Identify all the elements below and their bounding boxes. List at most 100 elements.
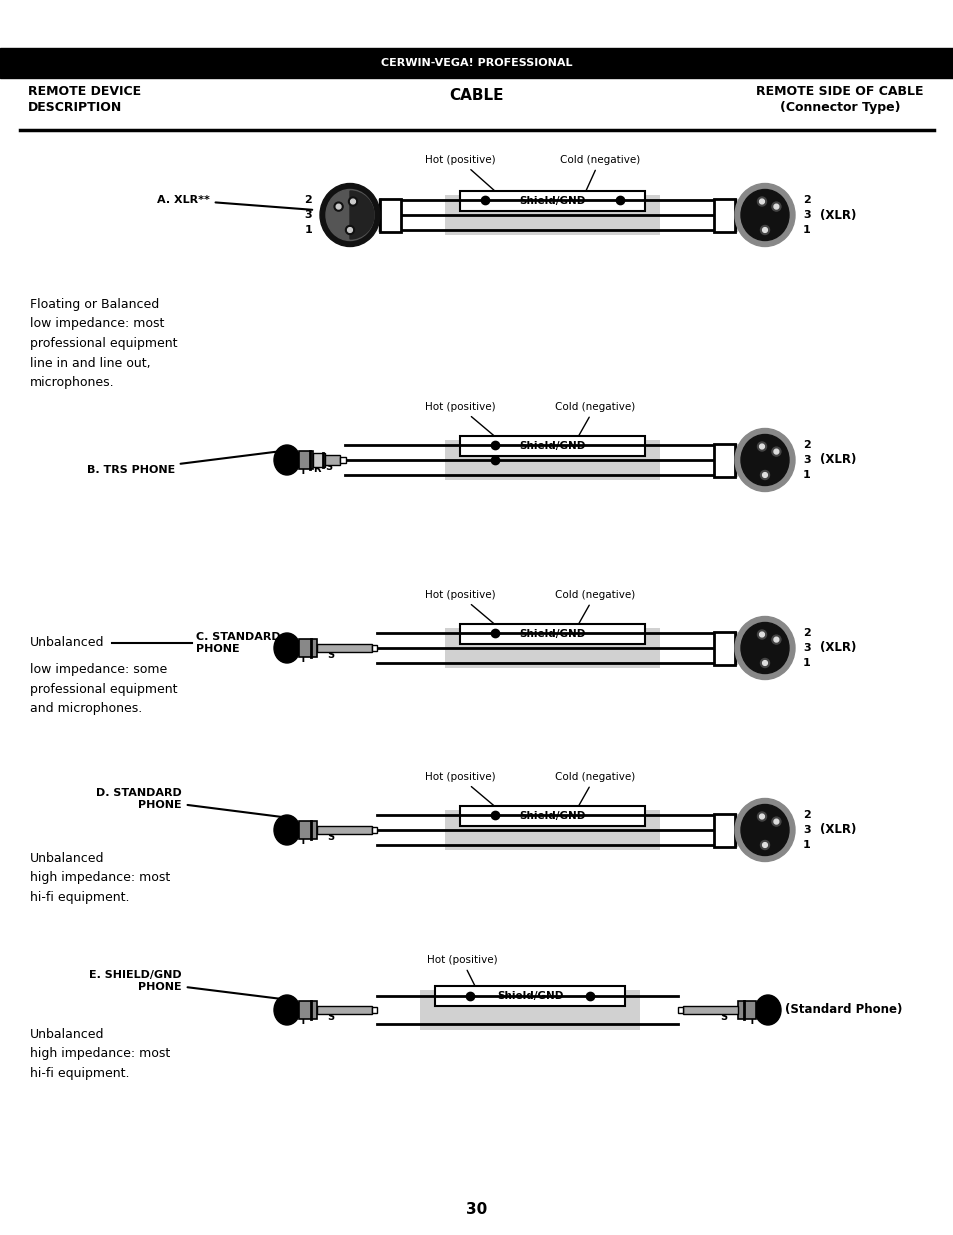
Circle shape: [345, 226, 355, 235]
Circle shape: [761, 227, 766, 232]
Circle shape: [773, 204, 778, 209]
Text: S: S: [720, 1011, 727, 1023]
Circle shape: [757, 811, 765, 821]
Bar: [372, 1007, 376, 1013]
Text: A. XLR**: A. XLR**: [157, 195, 312, 210]
Circle shape: [761, 842, 766, 847]
Wedge shape: [350, 191, 374, 240]
Ellipse shape: [740, 804, 788, 856]
Text: S: S: [327, 650, 335, 659]
Text: Shield/GND: Shield/GND: [518, 196, 585, 206]
Text: REMOTE DEVICE
DESCRIPTION: REMOTE DEVICE DESCRIPTION: [28, 85, 141, 114]
Circle shape: [335, 204, 340, 209]
Circle shape: [773, 450, 778, 454]
Text: (XLR): (XLR): [820, 209, 856, 221]
Circle shape: [348, 198, 357, 206]
Ellipse shape: [274, 815, 299, 845]
Circle shape: [771, 447, 781, 456]
Bar: [298, 1002, 316, 1019]
Text: (Standard Phone): (Standard Phone): [784, 1004, 902, 1016]
Ellipse shape: [734, 616, 794, 679]
Text: 3: 3: [304, 210, 312, 220]
Circle shape: [757, 198, 765, 206]
Bar: [325, 454, 339, 466]
Ellipse shape: [754, 995, 781, 1025]
Text: 2: 2: [802, 810, 810, 820]
Text: (XLR): (XLR): [820, 453, 856, 467]
Text: 2: 2: [304, 195, 312, 205]
Text: Hot (positive): Hot (positive): [424, 403, 501, 442]
Circle shape: [334, 203, 343, 211]
Text: 3: 3: [802, 643, 810, 653]
Text: Shield/GND: Shield/GND: [518, 629, 585, 638]
Bar: [444, 629, 659, 668]
Circle shape: [347, 227, 352, 232]
Text: Cold (negative): Cold (negative): [559, 156, 639, 211]
Text: 1: 1: [802, 840, 810, 850]
Text: Unbalanced
high impedance: most
hi-fi equipment.: Unbalanced high impedance: most hi-fi eq…: [30, 852, 170, 904]
Text: S: S: [327, 1011, 335, 1023]
Text: low impedance: some
professional equipment
and microphones.: low impedance: some professional equipme…: [30, 663, 177, 715]
Text: 1: 1: [802, 658, 810, 668]
Circle shape: [761, 473, 766, 478]
Circle shape: [757, 630, 765, 638]
Bar: [713, 631, 734, 664]
Bar: [379, 199, 400, 231]
Text: T: T: [299, 466, 306, 475]
Circle shape: [760, 226, 769, 235]
Bar: [298, 451, 313, 469]
Text: 3: 3: [802, 825, 810, 835]
Bar: [713, 814, 734, 846]
Text: S: S: [325, 462, 333, 472]
Bar: [419, 990, 639, 1030]
Circle shape: [773, 637, 778, 642]
Text: Hot (positive): Hot (positive): [424, 590, 501, 630]
Bar: [316, 1007, 372, 1014]
Ellipse shape: [274, 445, 299, 475]
Bar: [713, 443, 734, 477]
Bar: [738, 1002, 755, 1019]
Ellipse shape: [734, 429, 794, 492]
Text: (XLR): (XLR): [820, 824, 856, 836]
Text: T: T: [299, 836, 306, 846]
Text: Shield/GND: Shield/GND: [518, 811, 585, 821]
Circle shape: [759, 814, 763, 819]
Bar: [682, 1007, 738, 1014]
Text: 1: 1: [802, 471, 810, 480]
Text: Unbalanced
high impedance: most
hi-fi equipment.: Unbalanced high impedance: most hi-fi eq…: [30, 1028, 170, 1079]
Bar: [339, 457, 346, 463]
Text: Cold (negative): Cold (negative): [555, 403, 635, 456]
Circle shape: [771, 818, 781, 826]
Circle shape: [760, 658, 769, 667]
Circle shape: [760, 841, 769, 850]
Text: E. SHIELD/GND
PHONE: E. SHIELD/GND PHONE: [90, 969, 287, 999]
Text: Unbalanced: Unbalanced: [30, 636, 105, 650]
Ellipse shape: [326, 189, 374, 241]
Bar: [444, 810, 659, 850]
Text: Cold (negative): Cold (negative): [555, 590, 635, 645]
Circle shape: [760, 471, 769, 479]
Circle shape: [757, 442, 765, 451]
Bar: [316, 826, 372, 834]
Text: 30: 30: [466, 1203, 487, 1218]
Text: Hot (positive): Hot (positive): [424, 156, 501, 198]
Text: (XLR): (XLR): [820, 641, 856, 655]
Text: REMOTE SIDE OF CABLE
(Connector Type): REMOTE SIDE OF CABLE (Connector Type): [756, 85, 923, 114]
Text: Shield/GND: Shield/GND: [497, 990, 562, 1002]
Text: 3: 3: [802, 210, 810, 220]
Bar: [459, 191, 644, 211]
Circle shape: [761, 661, 766, 666]
Bar: [713, 199, 734, 231]
Ellipse shape: [740, 622, 788, 673]
Text: Floating or Balanced
low impedance: most
professional equipment
line in and line: Floating or Balanced low impedance: most…: [30, 298, 177, 389]
Text: T: T: [748, 1016, 755, 1026]
Text: T: T: [299, 1016, 306, 1026]
Bar: [444, 195, 659, 235]
Circle shape: [759, 199, 763, 204]
Circle shape: [771, 635, 781, 645]
Text: 2: 2: [802, 440, 810, 450]
Bar: [0, 48, 953, 78]
Text: Shield/GND: Shield/GND: [518, 441, 585, 451]
Circle shape: [351, 199, 355, 204]
Text: 1: 1: [802, 225, 810, 235]
